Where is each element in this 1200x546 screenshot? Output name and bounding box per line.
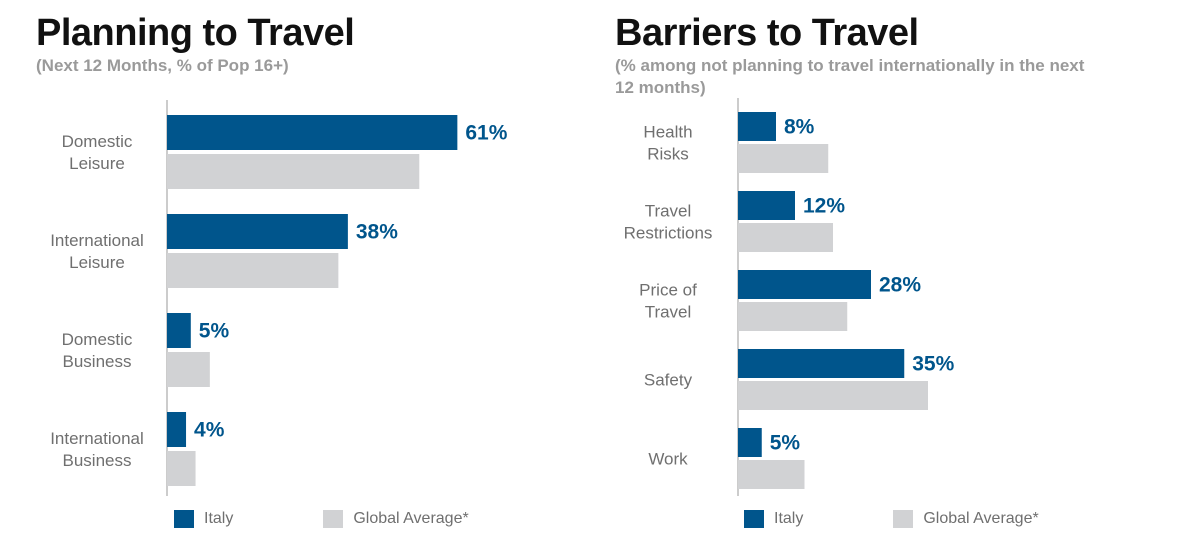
legend-swatch-italy bbox=[744, 510, 764, 528]
legend: Italy Global Average* bbox=[174, 510, 469, 528]
bar-italy bbox=[738, 349, 905, 378]
legend-swatch-global bbox=[893, 510, 914, 528]
category-label: Risks bbox=[647, 145, 689, 164]
category-group: 5% Domestic Business bbox=[62, 313, 230, 387]
category-label: International bbox=[50, 429, 144, 448]
legend-label-global: Global Average* bbox=[923, 510, 1039, 527]
bar-global-average bbox=[738, 144, 829, 173]
chart-subtitle: (Next 12 Months, % of Pop 16+) bbox=[36, 56, 289, 75]
barriers-panel: Barriers to Travel (% among not planning… bbox=[590, 0, 1200, 546]
category-group: 12% Travel Restrictions bbox=[624, 191, 845, 252]
value-label: 5% bbox=[770, 432, 801, 455]
category-group: 8% Health Risks bbox=[643, 112, 829, 173]
value-label: 5% bbox=[199, 320, 230, 343]
bar-italy bbox=[738, 112, 776, 141]
bar-global-average bbox=[167, 451, 196, 486]
category-group: 4% International Business bbox=[50, 412, 225, 486]
value-label: 28% bbox=[879, 274, 921, 297]
category-label: Leisure bbox=[69, 253, 125, 272]
chart-title: Barriers to Travel bbox=[615, 12, 919, 54]
chart-title: Planning to Travel bbox=[36, 12, 355, 54]
category-group: 35% Safety bbox=[644, 349, 955, 410]
category-label: Domestic bbox=[62, 132, 133, 151]
bar-global-average bbox=[167, 253, 339, 288]
bar-italy bbox=[167, 214, 348, 249]
category-label: Health bbox=[643, 123, 692, 142]
category-label: Travel bbox=[645, 202, 692, 221]
category-group: 5% Work bbox=[648, 428, 805, 489]
legend-label-italy: Italy bbox=[204, 510, 234, 527]
value-label: 4% bbox=[194, 419, 225, 442]
bar-italy bbox=[167, 412, 187, 447]
category-label: Restrictions bbox=[624, 224, 713, 243]
bar-italy bbox=[167, 313, 191, 348]
legend-swatch-italy bbox=[174, 510, 194, 528]
bar-italy bbox=[738, 270, 871, 299]
value-label: 35% bbox=[912, 353, 954, 376]
bar-italy bbox=[738, 428, 762, 457]
category-label: Business bbox=[63, 352, 132, 371]
value-label: 38% bbox=[356, 221, 398, 244]
planning-chart: 61% Domestic Leisure 38% International Leisur… bbox=[50, 100, 508, 496]
planning-panel: Planning to Travel (Next 12 Months, % of… bbox=[0, 0, 590, 546]
bar-italy bbox=[738, 191, 795, 220]
value-label: 61% bbox=[465, 122, 507, 145]
barriers-chart: 8% Health Risks 12% Travel Restrictions 28% Pri… bbox=[624, 98, 955, 496]
category-group: 38% International Leisure bbox=[50, 214, 398, 288]
bar-global-average bbox=[167, 352, 210, 387]
legend-label-global: Global Average* bbox=[353, 510, 469, 527]
category-label: Leisure bbox=[69, 154, 125, 173]
legend-label-italy: Italy bbox=[774, 510, 804, 527]
chart-subtitle: (% among not planning to travel internat… bbox=[615, 56, 1085, 97]
value-label: 12% bbox=[803, 195, 845, 218]
bar-global-average bbox=[738, 302, 848, 331]
category-group: 28% Price of Travel bbox=[639, 270, 921, 331]
bar-global-average bbox=[738, 223, 833, 252]
bar-global-average bbox=[738, 460, 805, 489]
category-label: Work bbox=[648, 450, 688, 469]
category-label: International bbox=[50, 231, 144, 250]
bar-global-average bbox=[738, 381, 928, 410]
category-label: Domestic bbox=[62, 330, 133, 349]
category-group: 61% Domestic Leisure bbox=[62, 115, 508, 189]
category-label: Business bbox=[63, 451, 132, 470]
bar-italy bbox=[167, 115, 458, 150]
bar-global-average bbox=[167, 154, 420, 189]
legend-swatch-global bbox=[323, 510, 344, 528]
category-label: Safety bbox=[644, 371, 693, 390]
legend: Italy Global Average* bbox=[744, 510, 1039, 528]
value-label: 8% bbox=[784, 116, 815, 139]
category-label: Price of bbox=[639, 281, 697, 300]
category-label: Travel bbox=[645, 303, 692, 322]
